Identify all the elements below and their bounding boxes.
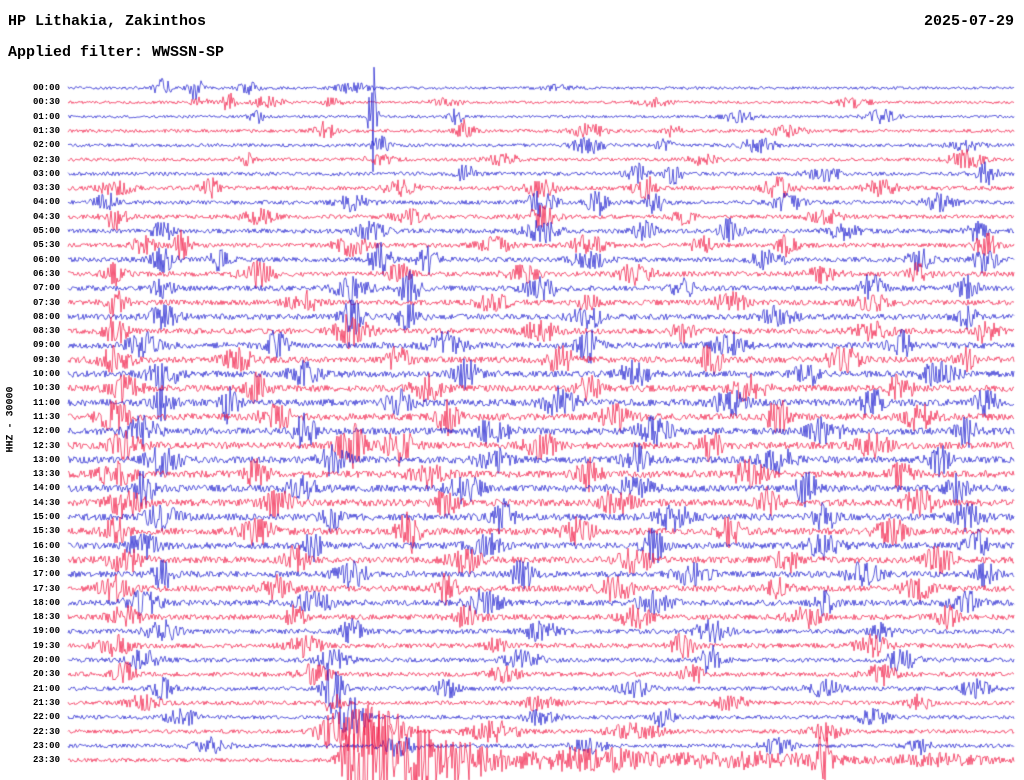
time-label: 22:30 bbox=[32, 726, 60, 737]
time-label: 10:00 bbox=[32, 369, 60, 379]
time-label: 12:00 bbox=[32, 426, 60, 437]
time-label: 19:30 bbox=[32, 640, 60, 651]
time-label: 22:00 bbox=[32, 712, 60, 723]
time-label: 08:00 bbox=[32, 311, 60, 322]
time-label: 04:30 bbox=[32, 211, 60, 222]
time-label: 05:00 bbox=[32, 226, 60, 236]
time-label: 04:00 bbox=[32, 197, 60, 208]
time-label: 05:30 bbox=[32, 240, 60, 251]
time-label: 06:00 bbox=[32, 254, 60, 265]
time-label: 15:30 bbox=[32, 526, 60, 537]
header-row: HP Lithakia, Zakinthos 2025-07-29 bbox=[8, 13, 1014, 30]
date-label: 2025-07-29 bbox=[923, 13, 1014, 30]
time-label: 07:30 bbox=[32, 297, 60, 308]
time-label: 15:00 bbox=[32, 512, 60, 522]
time-label: 19:00 bbox=[32, 626, 60, 637]
time-label: 09:30 bbox=[32, 354, 60, 365]
time-label: 21:30 bbox=[32, 697, 60, 708]
time-label: 11:30 bbox=[32, 411, 60, 422]
time-label: 00:00 bbox=[32, 83, 60, 93]
time-label: 17:00 bbox=[32, 569, 60, 580]
time-label: 23:30 bbox=[32, 755, 60, 766]
time-label: 06:30 bbox=[32, 268, 60, 279]
time-label: 14:00 bbox=[32, 483, 60, 494]
time-label: 00:30 bbox=[32, 97, 60, 108]
station-title: HP Lithakia, Zakinthos bbox=[8, 13, 207, 30]
time-label: 21:00 bbox=[32, 683, 60, 694]
time-label: 23:00 bbox=[32, 740, 60, 751]
time-label: 13:00 bbox=[32, 454, 60, 465]
time-label: 12:30 bbox=[32, 440, 60, 451]
time-label: 03:00 bbox=[32, 168, 60, 179]
filter-label: Applied filter: WWSSN-SP bbox=[8, 44, 225, 61]
time-label: 14:30 bbox=[32, 497, 60, 508]
time-label: 03:30 bbox=[32, 183, 60, 194]
time-label: 18:30 bbox=[32, 612, 60, 623]
time-label: 08:30 bbox=[32, 326, 60, 337]
time-label: 13:30 bbox=[32, 469, 60, 480]
time-label: 11:00 bbox=[32, 397, 60, 408]
time-label: 02:30 bbox=[32, 154, 60, 165]
time-label: 09:00 bbox=[32, 340, 60, 351]
time-label: 20:30 bbox=[32, 669, 60, 680]
time-label: 17:30 bbox=[32, 583, 60, 594]
time-label: 10:30 bbox=[32, 383, 60, 394]
time-label: 01:00 bbox=[32, 111, 60, 122]
time-label: 07:00 bbox=[32, 283, 60, 294]
time-label: 02:00 bbox=[32, 140, 60, 151]
time-label: 16:30 bbox=[32, 554, 60, 565]
time-label: 01:30 bbox=[32, 125, 60, 136]
time-label: 20:00 bbox=[32, 655, 60, 665]
time-axis: 00:00 00:30 01:00 01:30 02:00 02:30 03:00 03:30… bbox=[0, 0, 62, 780]
time-label: 16:00 bbox=[32, 540, 60, 551]
time-label: 18:00 bbox=[32, 597, 60, 608]
